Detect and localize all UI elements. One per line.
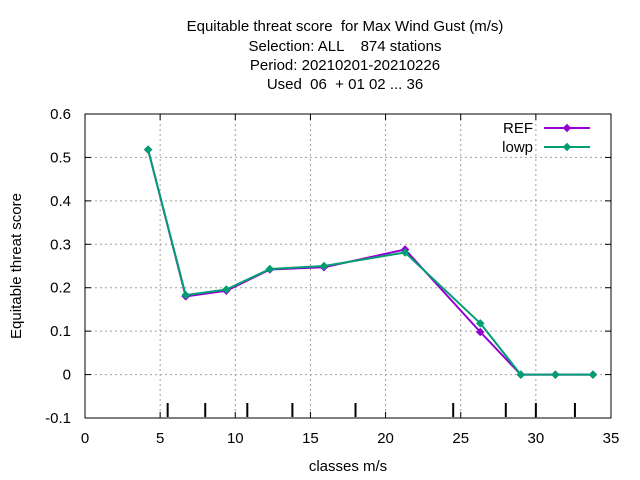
chart-title-line-3: Period: 20210201-20210226 — [249, 57, 441, 74]
x-tick-label: 35 — [603, 430, 620, 447]
plot-frame — [84, 113, 612, 419]
data-point-lowp — [588, 370, 598, 379]
data-point-lowp — [265, 264, 275, 274]
data-point-lowp — [319, 261, 329, 271]
legend-label-lowp: lowp — [502, 139, 533, 156]
class-markers — [166, 403, 576, 417]
data-series — [143, 145, 598, 379]
data-point-lowp — [143, 145, 153, 154]
y-tick-label: 0.6 — [50, 106, 71, 123]
y-tick-label: -0.1 — [45, 410, 71, 427]
data-point-REF — [476, 327, 485, 337]
y-tick-label: 0 — [63, 367, 71, 384]
axis-ticks: 0 5 10 15 20 25 30 35 -0.1 0 0.1 0.2 0.3 0.4 0.5 0.6 — [45, 106, 619, 447]
chart-title-line-4: Used 06 + 01 02 ... 36 — [266, 76, 424, 93]
y-tick-label: 0.4 — [50, 193, 71, 210]
x-tick-label: 10 — [227, 430, 244, 447]
y-tick-label: 0.3 — [50, 236, 71, 253]
x-tick-label: 20 — [377, 430, 394, 447]
grid — [85, 114, 611, 418]
series-line-lowp — [147, 149, 593, 376]
x-tick-label: 30 — [528, 430, 545, 447]
data-point-lowp — [181, 290, 190, 300]
series-line-REF — [147, 149, 593, 376]
legend-marker-REF — [562, 123, 572, 133]
chart-title-line-1: Equitable threat score for Max Wind Gust… — [186, 18, 504, 35]
x-tick-label: 25 — [452, 430, 469, 447]
data-point-lowp — [551, 370, 560, 379]
y-tick-label: 0.5 — [50, 149, 71, 166]
x-tick-label: 15 — [302, 430, 319, 447]
legend-label-REF: REF — [503, 120, 533, 137]
series-lowp — [143, 145, 598, 379]
chart-title-line-2: Selection: ALL 874 stations — [248, 38, 442, 55]
y-axis-label: Equitable threat score — [8, 193, 25, 339]
data-point-lowp — [516, 370, 526, 379]
x-axis-label: classes m/s — [309, 458, 387, 475]
x-tick-label: 0 — [81, 430, 89, 447]
legend-marker-lowp — [562, 142, 572, 152]
series-REF — [143, 145, 598, 379]
x-tick-label: 5 — [156, 430, 164, 447]
y-tick-label: 0.2 — [50, 280, 71, 297]
data-point-lowp — [222, 285, 231, 294]
data-point-lowp — [476, 319, 485, 328]
legend: REF lowp — [502, 120, 590, 156]
data-point-lowp — [400, 248, 410, 257]
y-tick-label: 0.1 — [50, 323, 71, 340]
